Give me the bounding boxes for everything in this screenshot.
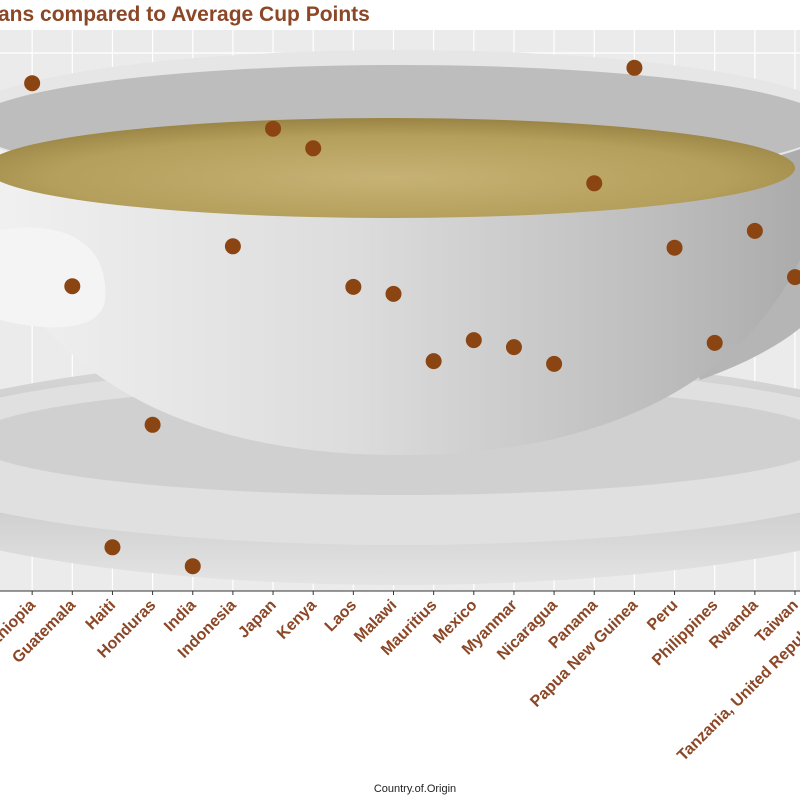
points [24, 59, 800, 575]
x-axis-title: Country.of.Origin [374, 783, 456, 795]
data-point [144, 416, 161, 433]
data-point [787, 269, 800, 286]
data-point [746, 222, 763, 239]
x-tick-label: Japan [235, 597, 280, 642]
data-point [706, 334, 723, 351]
data-point [666, 239, 683, 256]
data-point [546, 355, 563, 372]
data-point [64, 278, 81, 295]
data-point [345, 278, 362, 295]
data-point [465, 332, 482, 349]
coffee-cup-image [0, 50, 800, 585]
x-tick-label: Peru [644, 597, 681, 634]
x-tick-label: Haiti [83, 597, 120, 634]
plot-panel [0, 30, 800, 591]
chart-title: ans compared to Average Cup Points [0, 3, 370, 26]
data-point [305, 140, 322, 157]
data-point [626, 59, 643, 76]
x-tick-label: Kenya [274, 597, 320, 643]
data-point [184, 558, 201, 575]
data-point [265, 120, 282, 137]
data-point [104, 539, 121, 556]
data-point [385, 285, 402, 302]
data-point [224, 238, 241, 255]
data-point [425, 353, 442, 370]
data-point [24, 75, 41, 92]
data-point [586, 175, 603, 192]
data-point [505, 339, 522, 356]
